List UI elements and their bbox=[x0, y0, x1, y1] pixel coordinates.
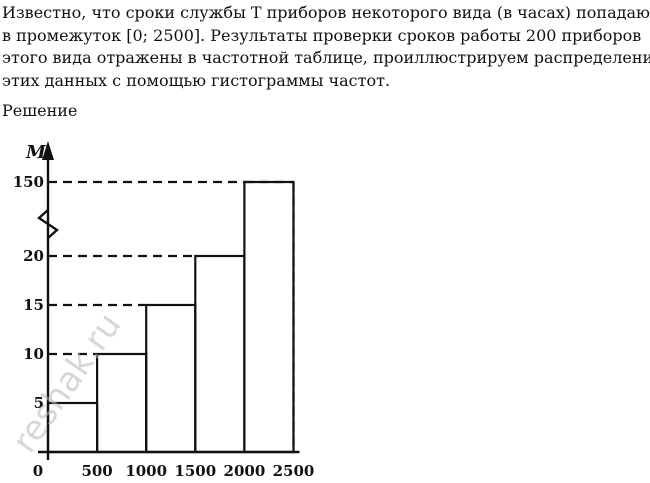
histogram-bar bbox=[145, 303, 197, 454]
problem-line: в промежуток [0; 2500]. Результаты прове… bbox=[2, 25, 642, 45]
x-tick-label: 1500 bbox=[174, 462, 216, 480]
histogram-bar bbox=[243, 180, 295, 454]
y-axis-label: M bbox=[25, 142, 47, 163]
y-tick-label: 20 bbox=[23, 247, 44, 265]
problem-line: этих данных с помощью гистограммы частот… bbox=[2, 70, 391, 90]
watermark: reshak.ru bbox=[5, 306, 130, 460]
x-tick-label: 2500 bbox=[273, 462, 315, 480]
y-axis-arrow bbox=[42, 141, 54, 160]
x-tick-label: 500 bbox=[81, 462, 112, 480]
solution-heading: Решение bbox=[2, 101, 78, 120]
guides-layer bbox=[48, 180, 295, 452]
histogram-bar bbox=[194, 254, 246, 454]
problem-line: этого вида отражены в частотной таблице,… bbox=[2, 48, 650, 67]
y-tick-label: 5 bbox=[34, 394, 44, 412]
y-tick-label: 15 bbox=[23, 296, 44, 314]
axes-layer bbox=[37, 141, 300, 460]
problem-statement: Известно, что сроки службы Т приборов не… bbox=[2, 2, 650, 92]
problem-line: Известно, что сроки службы Т приборов не… bbox=[2, 3, 650, 22]
histogram-bar bbox=[95, 352, 148, 454]
x-tick-label: 1000 bbox=[125, 462, 167, 480]
x-tick-label: 2000 bbox=[224, 462, 266, 480]
x-tick-label: 0 bbox=[33, 462, 43, 480]
y-tick-label: 150 bbox=[13, 173, 44, 191]
y-tick-label: 10 bbox=[23, 345, 44, 363]
y-axis-break bbox=[37, 209, 59, 239]
bars-layer bbox=[46, 180, 295, 454]
